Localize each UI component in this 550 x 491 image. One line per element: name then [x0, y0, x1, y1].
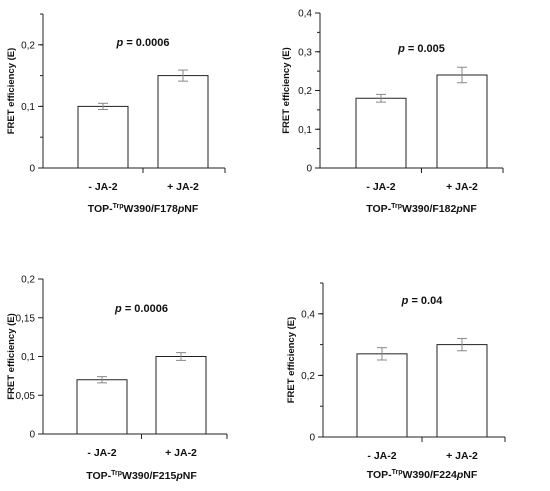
- y-tick-label: 0,3: [298, 47, 312, 58]
- chart-caption: TOP-TrpW390/F224pNF: [367, 469, 478, 481]
- bar-chart-f182: 0 0,1 0,2 0,3 0,4 - JA-2 + JA-2 FRET efficiency…: [281, 9, 504, 215]
- bar-chart-f215: 0 0,05 0,1 0,15 0,2 - JA-2 + JA-2 FRET efficien…: [6, 275, 228, 482]
- p-value-annotation: p = 0.04: [401, 295, 444, 307]
- y-axis-title: FRET efficiency (E): [286, 317, 297, 404]
- y-tick-label: 0,2: [21, 40, 35, 51]
- y-tick-label: 0: [306, 164, 312, 175]
- category-label: - JA-2: [88, 181, 117, 193]
- bar: [155, 356, 207, 435]
- y-tick-label: 0: [29, 164, 35, 175]
- y-tick-label: 0: [309, 433, 315, 444]
- bar-chart-f178: 0 0,1 0,2 - JA-2 + JA-2 FRET efficiency (E) p …: [6, 13, 226, 215]
- chart-caption: TOP-TrpW390/F182pNF: [366, 203, 477, 215]
- bar-chart-f224: 0 0,2 0,4 - JA-2 + JA-2 FRET efficiency (E) p …: [286, 282, 506, 481]
- category-label: - JA-2: [367, 450, 396, 462]
- chart-panel-f215: 0 0,05 0,1 0,15 0,2 - JA-2 + JA-2 FRET efficien…: [0, 245, 275, 491]
- chart-panel-f224: 0 0,2 0,4 - JA-2 + JA-2 FRET efficiency (E) p …: [275, 245, 550, 491]
- y-tick-label: 0,2: [21, 275, 35, 286]
- category-label: - JA-2: [87, 447, 116, 459]
- bar: [355, 97, 407, 169]
- p-value-annotation: p = 0.0006: [116, 37, 170, 49]
- y-tick-label: 0,15: [16, 313, 36, 324]
- chart-panel-f182: 0 0,1 0,2 0,3 0,4 - JA-2 + JA-2 FRET efficiency…: [275, 0, 550, 245]
- y-tick-label: 0,4: [301, 309, 315, 320]
- y-tick-label: 0,1: [21, 352, 35, 363]
- chart-caption: TOP-TrpW390/F215pNF: [86, 470, 197, 482]
- p-value-annotation: p = 0.0006: [114, 303, 168, 315]
- bar: [436, 344, 488, 438]
- y-tick-label: 0,05: [16, 391, 36, 402]
- category-label: + JA-2: [446, 450, 478, 462]
- category-label: + JA-2: [165, 447, 197, 459]
- y-tick-label: 0,4: [298, 9, 312, 20]
- y-axis-title: FRET efficiency (E): [6, 48, 17, 135]
- bar: [436, 74, 488, 169]
- y-axis-title: FRET efficiency (E): [281, 47, 292, 134]
- y-tick-label: 0,1: [298, 125, 312, 136]
- bar: [157, 75, 209, 169]
- bar: [77, 105, 129, 169]
- category-label: + JA-2: [446, 181, 478, 193]
- y-tick-label: 0,1: [21, 102, 35, 113]
- bar: [76, 379, 128, 435]
- y-axis-title: FRET efficiency (E): [6, 313, 17, 400]
- category-label: - JA-2: [366, 181, 395, 193]
- y-tick-label: 0,2: [298, 86, 312, 97]
- chart-caption: TOP-TrpW390/F178pNF: [88, 203, 199, 215]
- y-tick-label: 0: [29, 430, 35, 441]
- y-tick-label: 0,2: [301, 371, 315, 382]
- category-label: + JA-2: [167, 181, 199, 193]
- bar: [356, 353, 408, 438]
- chart-panel-f178: 0 0,1 0,2 - JA-2 + JA-2 FRET efficiency (E) p …: [0, 0, 275, 245]
- p-value-annotation: p = 0.005: [397, 43, 445, 55]
